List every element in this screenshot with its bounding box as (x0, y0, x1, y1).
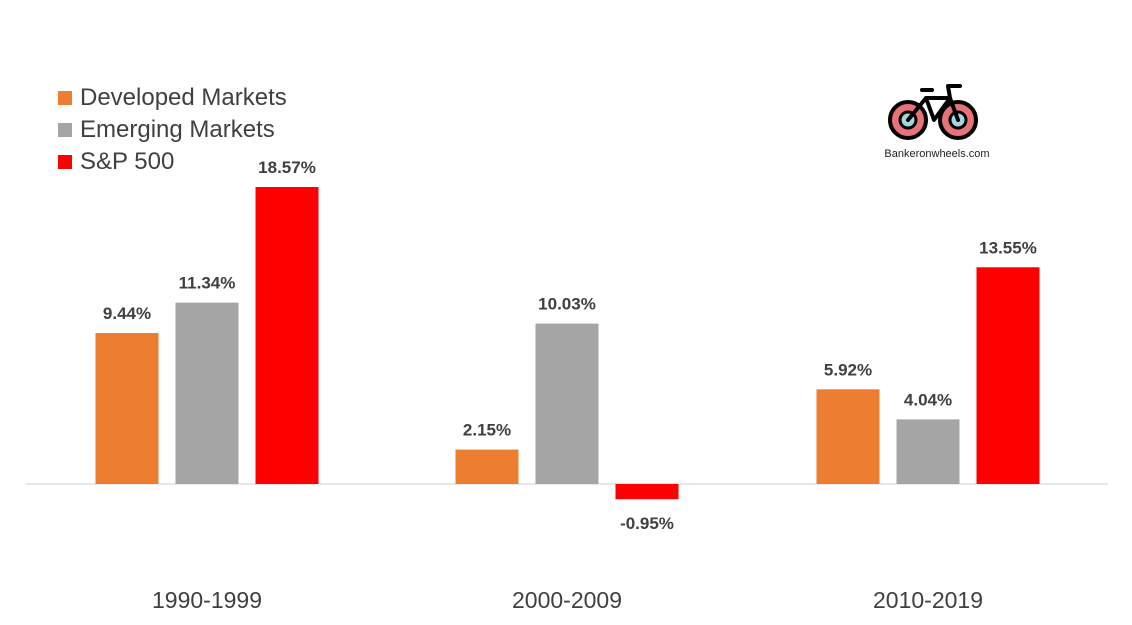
x-tick-label: 1990-1999 (152, 587, 262, 613)
legend-item-emerging-markets: Emerging Markets (58, 114, 287, 146)
data-label: 2.15% (463, 421, 511, 440)
data-label: 10.03% (538, 295, 596, 314)
bicycle-icon (888, 84, 978, 140)
bar (535, 323, 599, 484)
data-label: 13.55% (979, 238, 1037, 257)
bar (976, 267, 1040, 484)
bar (816, 389, 880, 484)
legend-label: S&P 500 (80, 148, 175, 175)
bar (175, 302, 239, 484)
legend-item-sp500: S&P 500 (58, 146, 287, 178)
legend-swatch-developed-markets (58, 91, 72, 105)
bar (95, 333, 159, 484)
legend-swatch-sp500 (58, 155, 72, 169)
legend-item-developed-markets: Developed Markets (58, 82, 287, 114)
data-label: 9.44% (103, 304, 151, 323)
bar (896, 419, 960, 484)
logo-text: Bankeronwheels.com (884, 148, 990, 160)
bar (255, 187, 319, 484)
legend-label: Emerging Markets (80, 116, 275, 143)
legend-swatch-emerging-markets (58, 123, 72, 137)
bar (615, 484, 679, 500)
legend-label: Developed Markets (80, 84, 287, 111)
x-tick-label: 2010-2019 (873, 587, 983, 613)
data-label: 4.04% (904, 390, 952, 409)
data-label: 18.57% (258, 158, 316, 177)
legend: Developed Markets Emerging Markets S&P 5… (58, 82, 287, 178)
x-tick-label: 2000-2009 (512, 587, 622, 613)
data-label: 11.34% (179, 274, 236, 293)
brand-logo: Bankeronwheels.com (878, 76, 996, 166)
bar (455, 449, 519, 484)
data-label: -0.95% (620, 514, 674, 533)
data-label: 5.92% (824, 360, 872, 379)
